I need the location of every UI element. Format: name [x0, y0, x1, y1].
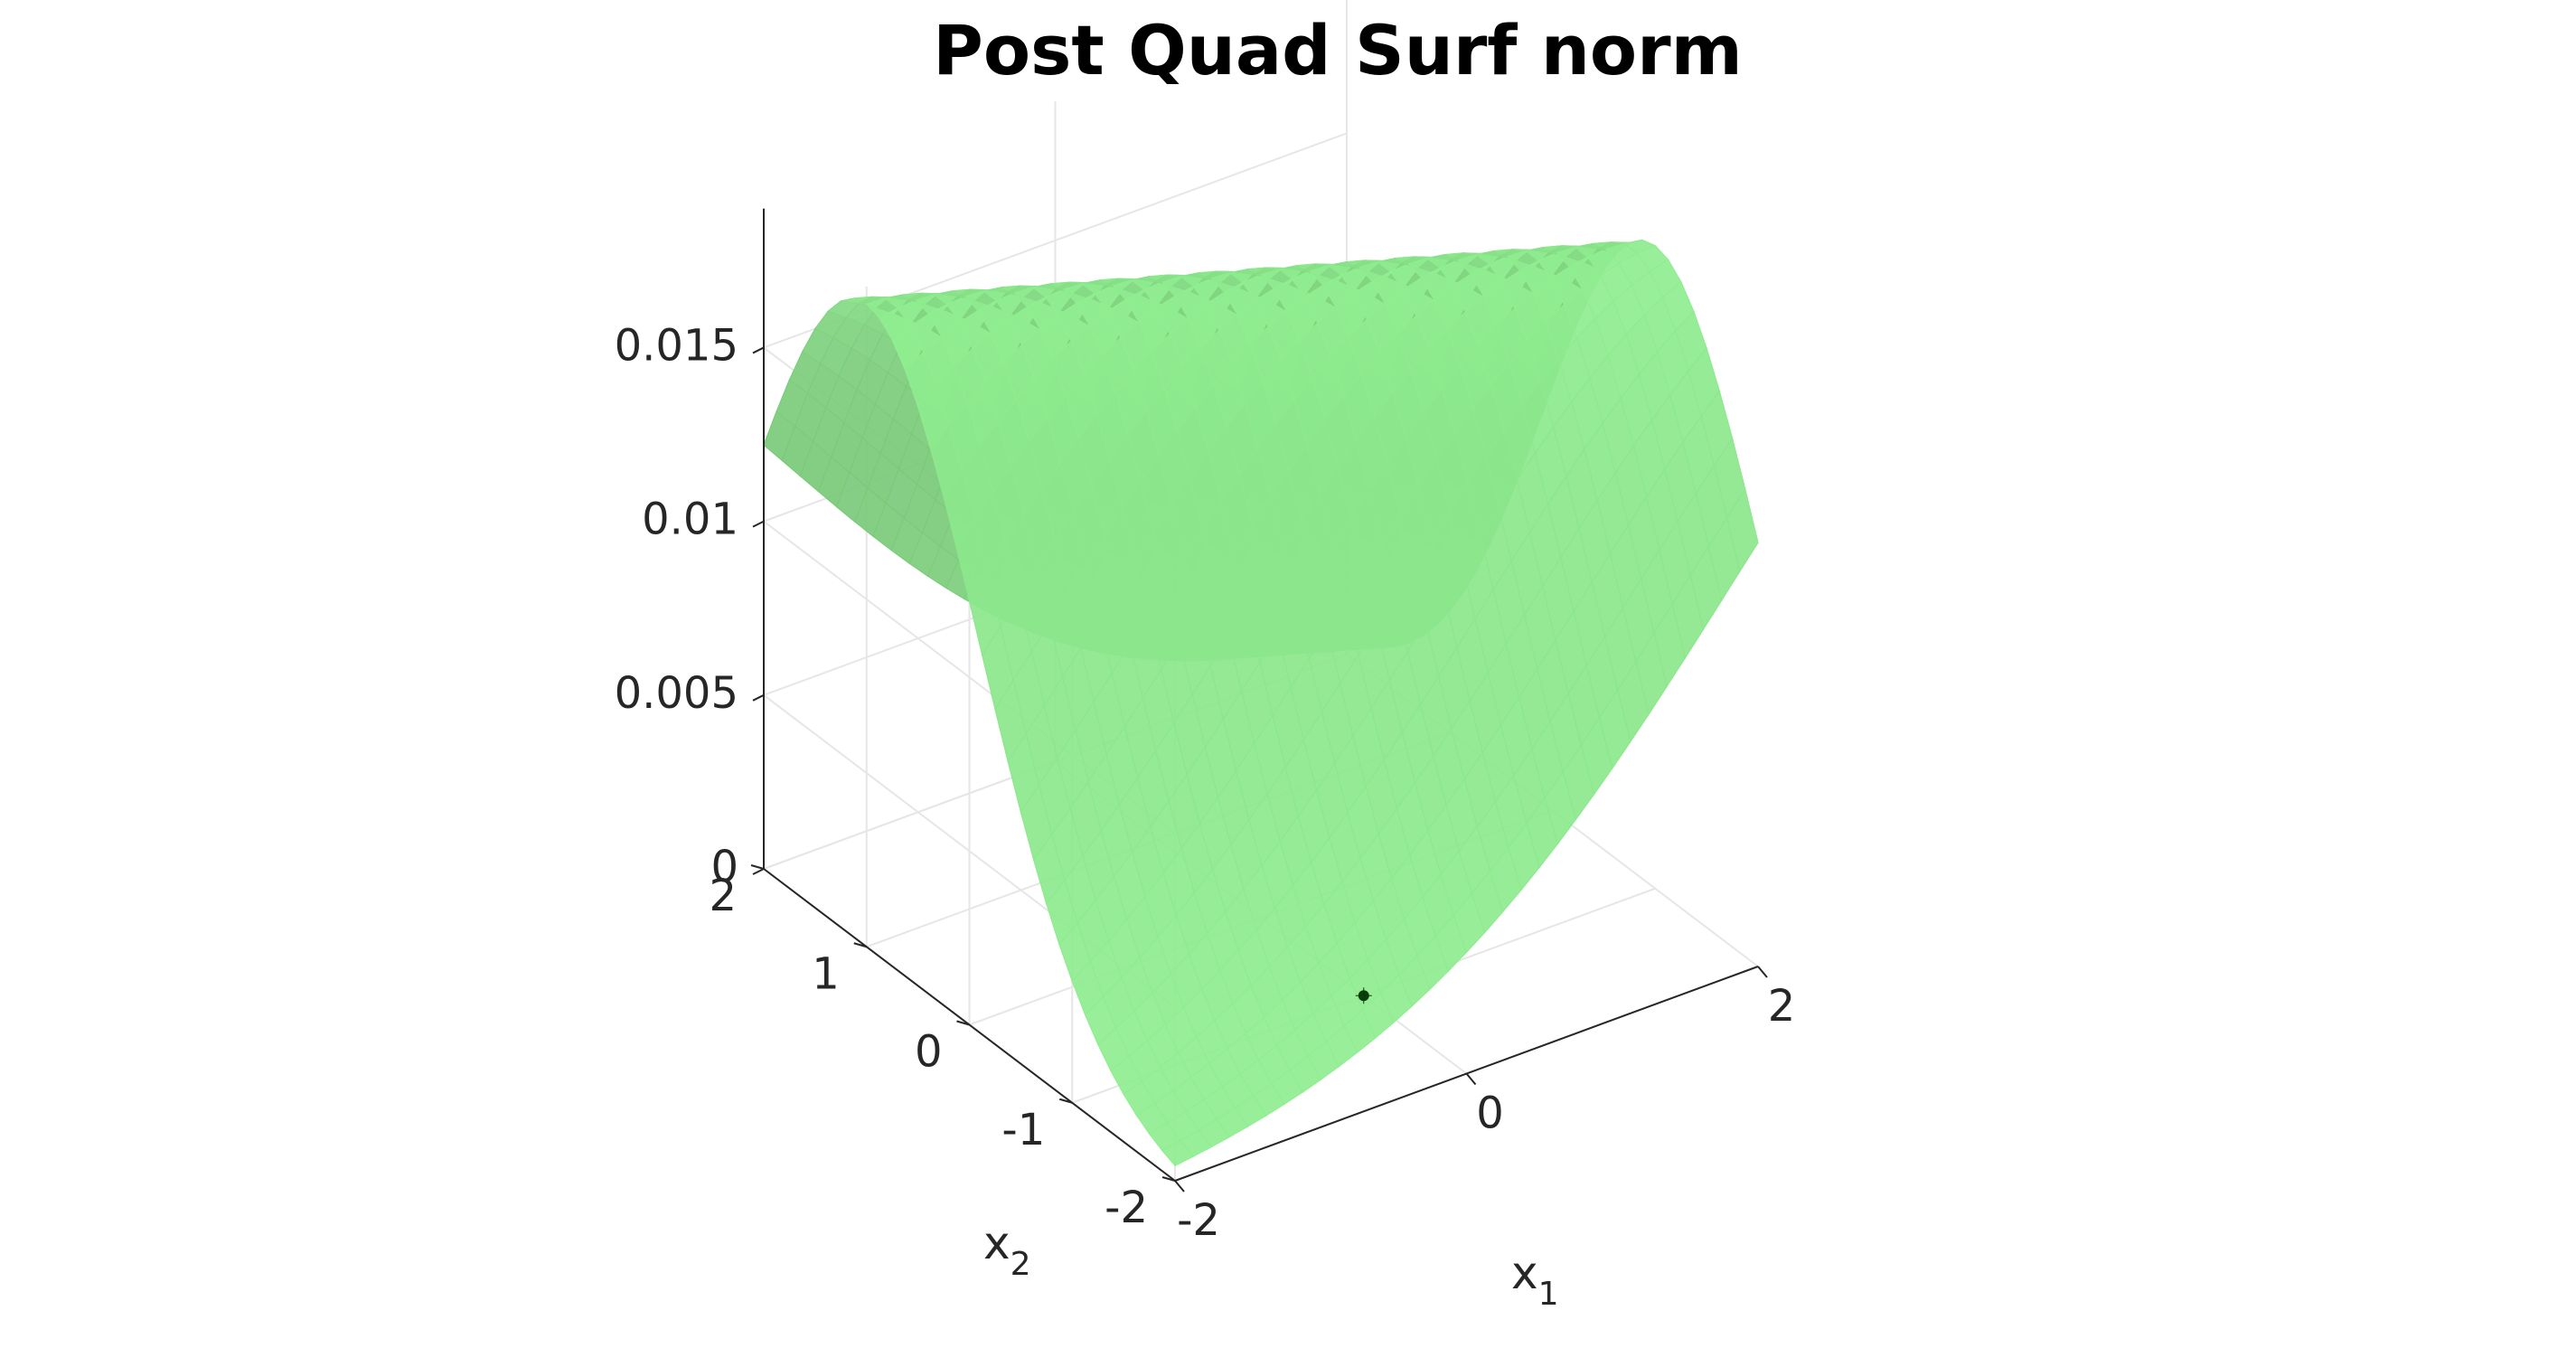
y-tick-label: -2	[1105, 1183, 1148, 1233]
y-axis-label: x2	[983, 1217, 1031, 1283]
chart-title: Post Quad Surf norm	[933, 10, 1743, 90]
y-tick	[1161, 1176, 1176, 1182]
x-tick	[1465, 1072, 1477, 1086]
x-axis-label: x1	[1511, 1247, 1559, 1313]
z-tick	[752, 868, 765, 875]
y-tick-label: -1	[1001, 1105, 1045, 1155]
y-tick	[1058, 1098, 1073, 1104]
y-tick	[750, 864, 765, 870]
z-tick-label: 0	[710, 842, 738, 892]
x-tick-label: -2	[1177, 1195, 1220, 1246]
x-tick	[1757, 966, 1768, 978]
z-tick-label: 0.015	[615, 320, 738, 371]
z-tick-label: 0.005	[615, 668, 738, 719]
x-tick-label: 2	[1768, 981, 1796, 1032]
y-tick-label: 2	[709, 871, 737, 921]
y-tick-label: 0	[915, 1027, 943, 1078]
x-tick-label: 0	[1476, 1089, 1504, 1139]
y-tick	[956, 1020, 970, 1026]
y-tick	[853, 942, 868, 948]
z-tick-label: 0.01	[642, 495, 738, 545]
y-tick-label: 1	[812, 948, 840, 999]
axis-labels: x1 x2	[983, 1217, 1559, 1313]
z-tick	[752, 693, 765, 702]
z-tick	[752, 520, 765, 528]
data-points	[1355, 987, 1372, 1004]
surface-patch	[1725, 487, 1759, 573]
surface	[763, 239, 1759, 1167]
x-tick	[1174, 1180, 1185, 1193]
z-tick	[752, 346, 765, 354]
